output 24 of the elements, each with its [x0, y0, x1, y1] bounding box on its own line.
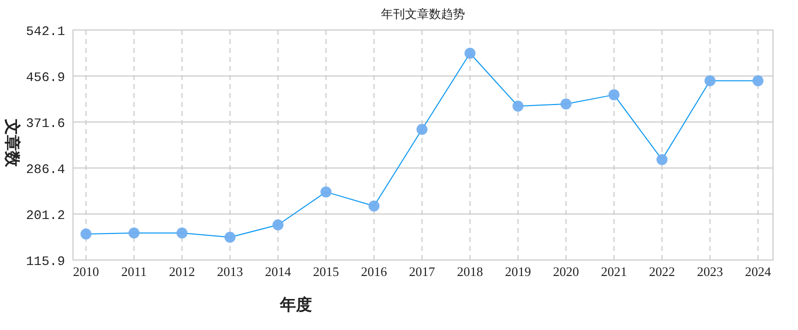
x-tick-label: 2016 — [361, 264, 388, 279]
y-tick-label: 371.6 — [26, 116, 65, 132]
x-tick-label: 2018 — [457, 264, 483, 279]
y-tick-label: 115.9 — [26, 254, 65, 269]
y-tick-label: 286.4 — [26, 162, 66, 177]
x-tick-label: 2019 — [505, 264, 531, 279]
y-tick-label: 542.1 — [26, 24, 66, 39]
x-tick-label: 2010 — [73, 264, 99, 279]
x-tick-label: 2021 — [601, 264, 627, 279]
chart-title: 年刊文章数趋势 — [381, 7, 465, 21]
y-tick-label: 456.9 — [26, 70, 65, 85]
x-tick-label: 2023 — [697, 264, 723, 279]
x-tick-label: 2020 — [553, 264, 579, 279]
y-axis-title: 文章数 — [3, 118, 22, 168]
x-tick-label: 2012 — [169, 264, 195, 279]
x-tick-label: 2013 — [217, 264, 243, 279]
y-tick-label: 201.2 — [26, 208, 65, 223]
x-tick-label: 2022 — [649, 264, 675, 279]
x-tick-label: 2024 — [745, 264, 772, 279]
x-tick-label: 2011 — [121, 264, 147, 279]
x-axis-title: 年度 — [279, 295, 312, 314]
x-tick-label: 2017 — [409, 264, 436, 279]
x-tick-label: 2014 — [265, 264, 292, 279]
x-tick-label: 2015 — [313, 264, 339, 279]
